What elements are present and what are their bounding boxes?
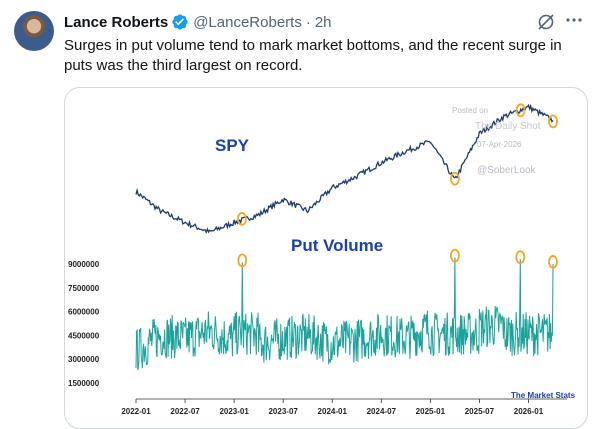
watermark-handle: @SoberLook [477, 165, 537, 176]
chart-credit: The Market Stats [511, 391, 576, 400]
x-tick-label: 2023-01 [219, 407, 249, 416]
spy-series [135, 103, 554, 235]
x-tick-label: 2024-07 [367, 407, 397, 416]
x-tick-label: 2022-01 [121, 407, 151, 416]
x-tick-label: 2025-07 [465, 407, 495, 416]
more-horizontal-icon[interactable] [564, 10, 584, 30]
y-tick-label: 3000000 [68, 355, 100, 364]
watermark-date: 07-Apr-2026 [477, 140, 522, 149]
spy-line [135, 103, 554, 235]
post-media-chart[interactable]: SPY Posted on The Daily Shot 07-Apr-2026… [64, 87, 588, 429]
x-tick-label: 2026-01 [514, 407, 544, 416]
spy-title: SPY [215, 136, 250, 155]
put-axes: 1500000 3000000 4500000 6000000 7500000 90000… [68, 260, 567, 416]
y-tick-label: 9000000 [68, 260, 100, 269]
separator-dot: · [305, 13, 311, 31]
x-tick-label: 2023-07 [268, 407, 298, 416]
y-tick-label: 6000000 [68, 308, 100, 317]
author-name[interactable]: Lance Roberts [64, 13, 169, 31]
author-handle[interactable]: @LanceRoberts [193, 13, 302, 31]
x-tick-label: 2024-01 [318, 407, 348, 416]
y-tick-label: 1500000 [68, 379, 100, 388]
put-volume-title: Put Volume [291, 236, 383, 255]
highlight-markers [237, 103, 558, 269]
spy-low-marker [237, 211, 247, 226]
watermark-source: The Daily Shot [475, 121, 541, 132]
avatar[interactable] [14, 11, 54, 51]
y-tick-label: 7500000 [68, 284, 100, 293]
put-spike-marker [237, 253, 248, 268]
post-header: Lance Roberts @LanceRoberts · 2h [64, 12, 332, 32]
grok-icon[interactable] [536, 12, 556, 32]
put-spike-marker [515, 250, 526, 265]
spy-low-marker [515, 103, 526, 118]
spy-low-marker [548, 114, 558, 129]
post-text: Surges in put volume tend to mark market… [64, 37, 562, 74]
chart-image: SPY Posted on The Daily Shot 07-Apr-2026… [68, 103, 576, 416]
y-tick-label: 4500000 [68, 331, 100, 340]
verified-badge-icon [172, 14, 188, 30]
watermark-posted: Posted on [452, 106, 488, 115]
put-volume-line [135, 257, 554, 371]
put-spike-marker [548, 255, 558, 269]
post-time[interactable]: 2h [314, 13, 332, 31]
put-spike-marker [449, 248, 460, 263]
spy-low-marker [449, 171, 460, 186]
more-dots-icon [566, 18, 582, 22]
put-series [135, 257, 554, 371]
x-tick-label: 2025-01 [416, 407, 446, 416]
x-tick-label: 2022-07 [170, 407, 200, 416]
